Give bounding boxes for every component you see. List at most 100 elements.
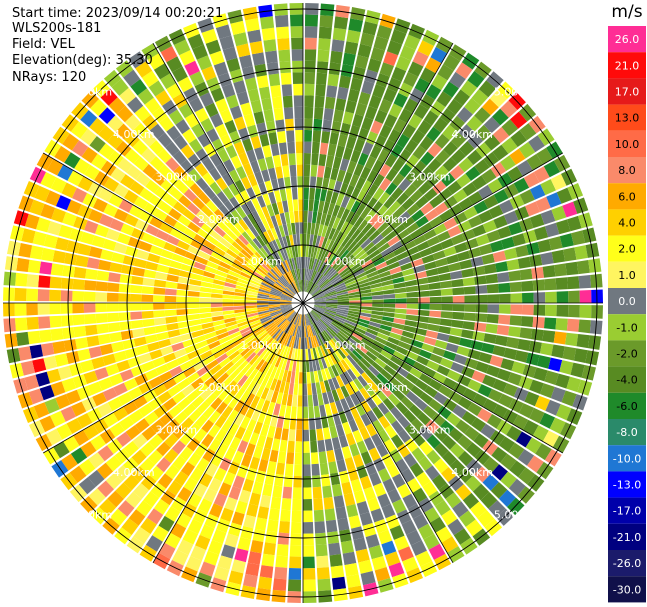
velocity-gate — [175, 119, 190, 135]
velocity-gate — [328, 254, 337, 266]
velocity-gate — [234, 237, 246, 249]
velocity-gate — [303, 222, 308, 234]
velocity-gate — [231, 334, 243, 343]
velocity-gate — [291, 257, 296, 270]
velocity-gate — [163, 242, 177, 253]
velocity-gate — [73, 325, 87, 338]
velocity-gate — [212, 319, 225, 327]
velocity-gate — [269, 292, 282, 297]
velocity-gate — [423, 110, 439, 126]
velocity-gate — [60, 290, 73, 302]
velocity-gate — [308, 245, 312, 258]
velocity-gate — [379, 62, 394, 77]
velocity-gate — [247, 213, 257, 226]
velocity-gate — [233, 337, 245, 347]
velocity-gate — [66, 199, 82, 215]
velocity-gate — [258, 312, 270, 317]
velocity-gate — [75, 255, 89, 268]
velocity-gate — [167, 384, 181, 397]
velocity-gate — [463, 286, 476, 295]
velocity-gate — [298, 256, 302, 269]
velocity-gate — [429, 296, 442, 303]
velocity-gate — [268, 132, 278, 145]
velocity-gate — [523, 172, 540, 188]
velocity-gate — [326, 268, 336, 279]
velocity-gate — [226, 248, 238, 259]
velocity-gate — [315, 84, 326, 97]
velocity-gate — [396, 192, 410, 206]
velocity-gate — [55, 394, 71, 410]
velocity-gate — [283, 309, 294, 317]
velocity-gate — [274, 282, 285, 291]
velocity-gate — [199, 303, 211, 308]
velocity-gate — [453, 211, 468, 225]
velocity-gate — [217, 221, 230, 233]
velocity-gate — [360, 292, 372, 297]
velocity-gate — [268, 191, 277, 204]
velocity-gate — [274, 226, 282, 239]
velocity-gate — [46, 158, 64, 176]
velocity-gate — [213, 61, 229, 77]
colorbar-tick-label: 1.0 — [618, 269, 636, 282]
velocity-gate — [407, 61, 424, 77]
velocity-gate — [249, 256, 261, 267]
velocity-gate — [201, 66, 217, 81]
velocity-gate — [341, 271, 353, 280]
velocity-gate — [29, 344, 43, 359]
velocity-gate — [202, 270, 216, 279]
velocity-gate — [409, 189, 423, 203]
velocity-gate — [278, 142, 288, 155]
velocity-gate — [230, 155, 242, 169]
velocity-gate — [488, 204, 504, 219]
velocity-gate — [135, 172, 151, 187]
velocity-gate — [350, 77, 363, 92]
velocity-gate — [462, 277, 476, 287]
velocity-gate — [62, 327, 75, 340]
velocity-gate — [242, 66, 255, 80]
velocity-gate — [26, 288, 38, 302]
velocity-gate — [127, 236, 142, 249]
velocity-gate — [210, 298, 223, 303]
velocity-gate — [383, 88, 397, 103]
velocity-gate — [393, 205, 406, 219]
velocity-gate — [32, 231, 47, 246]
velocity-gate — [259, 315, 272, 322]
velocity-gate — [303, 233, 307, 246]
velocity-gate — [191, 377, 204, 390]
velocity-gate — [107, 397, 123, 412]
velocity-gate — [61, 277, 74, 290]
velocity-gate — [257, 310, 270, 315]
velocity-gate — [460, 80, 478, 97]
velocity-gate — [345, 197, 356, 211]
velocity-gate — [188, 168, 202, 183]
velocity-gate — [373, 217, 385, 230]
velocity-gate — [83, 291, 96, 302]
velocity-gate — [263, 320, 274, 328]
velocity-gate — [340, 64, 354, 78]
velocity-gate — [387, 261, 400, 270]
velocity-gate — [215, 24, 232, 39]
velocity-gate — [15, 272, 28, 287]
velocity-gate — [366, 270, 379, 279]
velocity-gate — [447, 225, 462, 238]
velocity-gate — [252, 237, 263, 249]
velocity-gate — [149, 245, 163, 256]
velocity-gate — [367, 58, 382, 73]
velocity-gate — [268, 301, 280, 303]
velocity-gate — [208, 340, 221, 350]
velocity-gate — [166, 125, 181, 141]
velocity-gate — [284, 259, 291, 272]
velocity-gate — [318, 236, 325, 249]
velocity-gate — [177, 321, 190, 329]
velocity-gate — [251, 254, 263, 265]
velocity-gate — [291, 246, 296, 258]
colorbar-tick-label: -17.0 — [613, 505, 641, 518]
velocity-gate — [310, 270, 316, 282]
velocity-gate — [256, 75, 269, 89]
velocity-gate — [304, 95, 314, 108]
velocity-gate — [159, 222, 174, 234]
velocity-gate — [282, 292, 293, 299]
velocity-gate — [169, 335, 182, 345]
velocity-gate — [259, 133, 270, 147]
